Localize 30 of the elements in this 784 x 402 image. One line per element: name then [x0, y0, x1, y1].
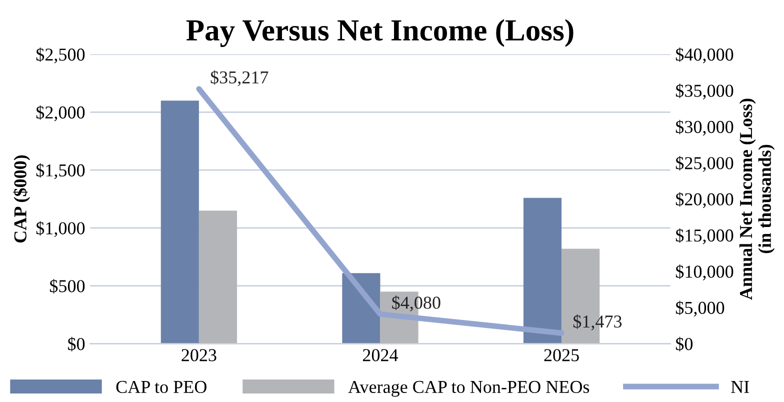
y-tick-label: $2,500 — [36, 47, 85, 64]
legend-label: CAP to PEO — [116, 380, 206, 394]
y2-tick-label: $30,000 — [676, 120, 734, 136]
y-tick-label: $0 — [68, 336, 85, 352]
bar — [160, 100, 199, 344]
bar — [198, 210, 238, 344]
y2-tick-label: $25,000 — [676, 156, 734, 172]
y-tick-label: $1,000 — [36, 221, 85, 237]
y2-tick-label: $15,000 — [676, 228, 734, 244]
y-axis-title: CAP ($000) — [13, 155, 30, 242]
x-tick-label: 2025 — [544, 349, 579, 362]
y-tick-label: $2,000 — [36, 105, 85, 122]
chart-title: Pay Versus Net Income (Loss) — [186, 19, 574, 47]
data-label: $1,473 — [573, 314, 622, 330]
y2-axis-title: Annual Net Income (Loss) (in thousands) — [739, 98, 775, 300]
y-tick-label: $1,500 — [36, 163, 85, 180]
legend-label: NI — [731, 381, 749, 393]
y-tick-label: $500 — [50, 279, 85, 294]
x-tick-label: 2023 — [182, 349, 216, 362]
data-label: $4,080 — [392, 296, 440, 312]
data-label: $35,217 — [210, 70, 268, 86]
bar — [523, 198, 562, 344]
y2-tick-label: $40,000 — [676, 47, 734, 64]
y2-tick-label: $35,000 — [676, 84, 734, 100]
y2-tick-label: $0 — [676, 336, 693, 352]
legend-label: Average CAP to Non-PEO NEOs — [348, 380, 590, 397]
y2-tick-label: $20,000 — [676, 192, 734, 208]
x-tick-label: 2024 — [362, 349, 398, 362]
y2-tick-label: $5,000 — [676, 300, 724, 317]
y2-tick-label: $10,000 — [676, 264, 734, 280]
